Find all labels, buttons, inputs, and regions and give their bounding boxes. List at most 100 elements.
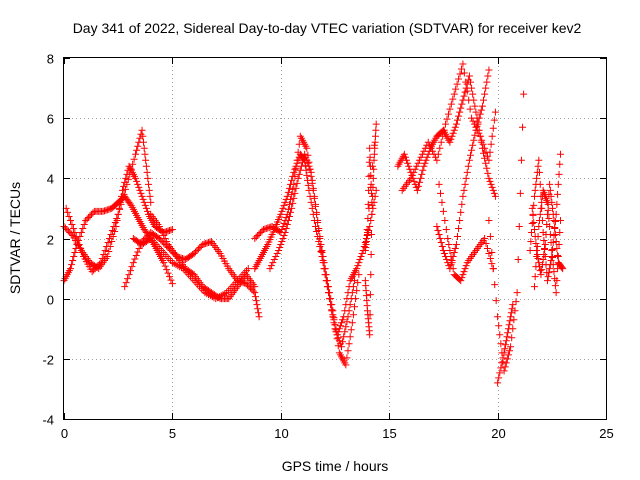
- data-point: [338, 343, 346, 351]
- data-point: [281, 198, 289, 206]
- data-point: [551, 223, 559, 231]
- data-point: [136, 186, 144, 194]
- data-point: [304, 181, 312, 189]
- data-point: [530, 225, 538, 233]
- data-point: [98, 255, 106, 263]
- data-point: [309, 184, 317, 192]
- data-point: [255, 230, 263, 238]
- data-point: [103, 206, 111, 214]
- data-point: [290, 180, 298, 188]
- data-point: [282, 224, 290, 232]
- data-point: [145, 180, 153, 188]
- data-point: [103, 253, 111, 261]
- data-point: [372, 120, 380, 128]
- data-point: [491, 108, 499, 116]
- data-point: [106, 235, 114, 242]
- data-point: [545, 214, 553, 222]
- data-point: [342, 301, 350, 309]
- data-point: [91, 265, 99, 273]
- data-point: [249, 287, 257, 295]
- data-point: [127, 165, 135, 173]
- data-point: [103, 243, 111, 251]
- data-point: [444, 110, 452, 118]
- data-point: [486, 177, 494, 185]
- data-point: [365, 158, 373, 166]
- data-point: [417, 174, 425, 182]
- data-point: [199, 241, 207, 249]
- data-point: [434, 150, 442, 158]
- data-point: [75, 241, 83, 249]
- data-point: [311, 200, 319, 208]
- data-point: [449, 129, 457, 137]
- data-point: [413, 186, 421, 194]
- data-point: [483, 78, 491, 86]
- data-point: [534, 232, 542, 240]
- data-point: [120, 190, 128, 198]
- data-point: [365, 204, 373, 212]
- data-point: [495, 374, 503, 382]
- x-tick-label: 10: [274, 426, 288, 441]
- data-point: [458, 274, 466, 282]
- data-point: [351, 303, 359, 311]
- data-point: [488, 132, 496, 140]
- data-point: [145, 236, 153, 244]
- data-point: [549, 254, 557, 262]
- data-point: [100, 251, 108, 259]
- data-point: [508, 305, 516, 313]
- data-point: [251, 289, 259, 297]
- data-point: [142, 204, 150, 212]
- data-point: [513, 289, 521, 297]
- series-track-n: [435, 180, 497, 285]
- data-point: [531, 186, 539, 194]
- data-point: [530, 201, 538, 209]
- data-point: [460, 268, 468, 276]
- data-point: [345, 340, 353, 348]
- data-point: [364, 200, 372, 208]
- data-point: [452, 241, 460, 249]
- data-point: [551, 217, 559, 225]
- series-track-j: [361, 120, 380, 339]
- data-point: [509, 301, 517, 309]
- data-point: [281, 228, 289, 236]
- data-point: [133, 177, 141, 185]
- data-point: [131, 255, 139, 263]
- data-point: [488, 249, 496, 257]
- data-point: [137, 189, 145, 197]
- data-point: [291, 165, 299, 173]
- data-point: [88, 268, 96, 276]
- data-point: [317, 241, 325, 249]
- data-point: [140, 144, 148, 152]
- data-point: [494, 379, 502, 387]
- data-point: [116, 205, 124, 213]
- data-point: [433, 156, 441, 164]
- data-point: [482, 240, 490, 248]
- data-point: [316, 232, 324, 240]
- data-point: [87, 210, 95, 218]
- y-axis-label: SDTVAR / TECUs: [7, 182, 23, 294]
- data-point: [448, 132, 456, 140]
- data-point: [492, 297, 500, 305]
- data-point: [110, 222, 118, 230]
- data-point: [416, 156, 424, 164]
- data-point: [512, 298, 520, 306]
- data-point: [546, 222, 554, 230]
- data-point: [292, 164, 300, 172]
- data-point: [353, 265, 361, 273]
- data-point: [528, 204, 536, 212]
- data-point: [452, 85, 460, 93]
- data-point: [545, 269, 553, 277]
- data-point: [369, 192, 377, 200]
- data-point: [161, 235, 169, 242]
- data-point: [297, 162, 305, 170]
- data-point: [354, 279, 362, 287]
- data-point: [459, 192, 467, 200]
- data-point: [486, 148, 494, 156]
- data-point: [257, 228, 265, 236]
- data-point: [464, 162, 472, 170]
- data-point: [164, 269, 172, 277]
- data-point: [546, 265, 554, 273]
- data-point: [372, 126, 380, 134]
- data-point: [444, 235, 452, 242]
- data-point: [400, 150, 408, 158]
- data-point: [556, 160, 564, 168]
